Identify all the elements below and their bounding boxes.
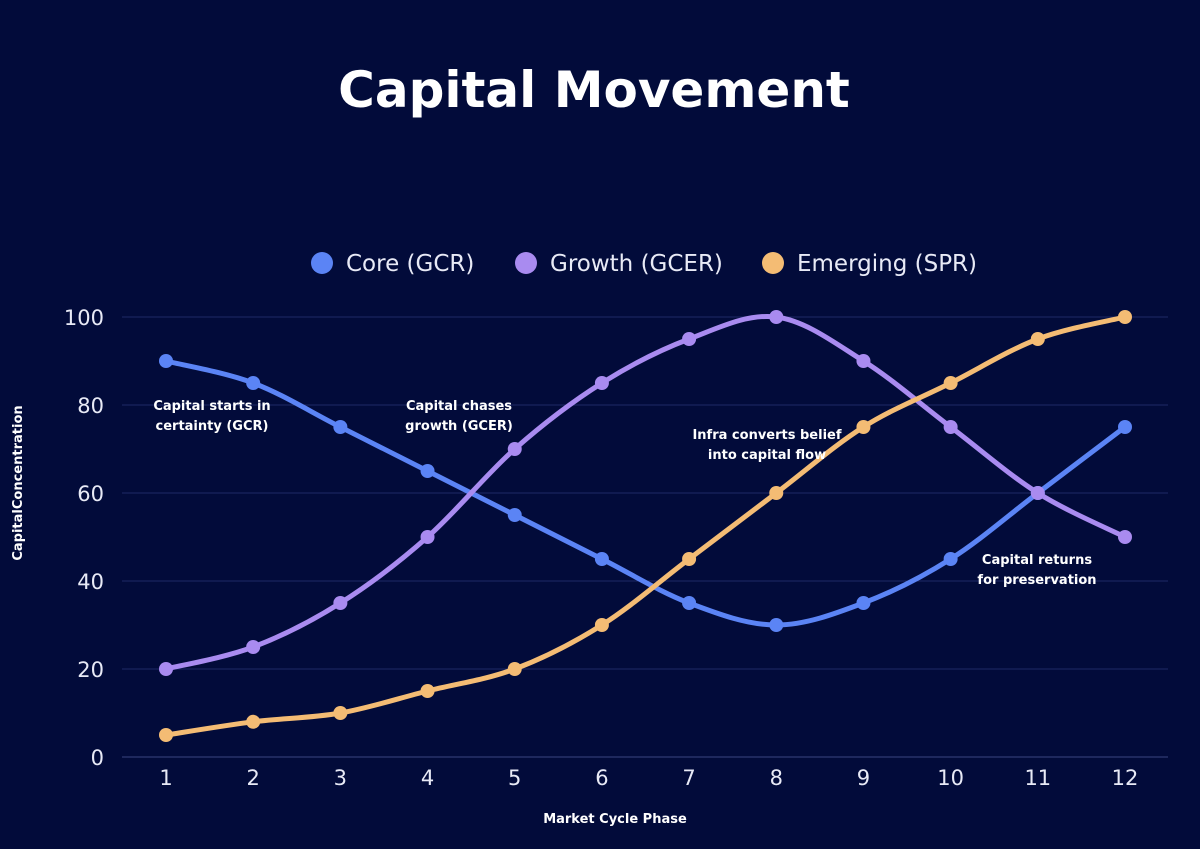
series-line-2 xyxy=(163,314,1128,738)
x-tick-label: 10 xyxy=(937,766,964,790)
data-point xyxy=(420,684,435,698)
data-point xyxy=(682,332,697,346)
y-tick-label: 40 xyxy=(77,570,104,594)
data-point xyxy=(943,376,958,390)
legend-marker xyxy=(762,252,784,274)
y-tick-label: 20 xyxy=(77,658,104,682)
y-tick-label: 80 xyxy=(77,394,104,418)
data-point xyxy=(1118,530,1132,544)
x-tick-label: 5 xyxy=(508,766,521,790)
y-tick-label: 0 xyxy=(91,746,104,770)
annotation: Capital chases growth (GCER) xyxy=(405,399,513,434)
data-point xyxy=(420,464,435,478)
data-point xyxy=(420,530,435,544)
legend-label: Growth (GCER) xyxy=(550,251,723,277)
x-tick-label: 6 xyxy=(595,766,608,790)
data-point xyxy=(246,714,261,729)
legend-item: Core (GCR) xyxy=(311,251,474,277)
x-tick-label: 11 xyxy=(1024,766,1051,790)
data-point xyxy=(333,706,348,720)
grid xyxy=(122,316,1168,758)
chart-title: Capital Movement xyxy=(338,61,850,119)
data-point xyxy=(246,640,261,654)
data-point xyxy=(594,618,609,632)
data-point xyxy=(594,376,609,390)
data-point xyxy=(682,596,697,610)
x-tick-label: 3 xyxy=(334,766,347,790)
legend-label: Emerging (SPR) xyxy=(797,251,977,277)
annotations: Capital starts in certainty (GCR) Capital … xyxy=(153,399,1096,588)
x-tick-label: 4 xyxy=(421,766,434,790)
data-point xyxy=(1030,332,1045,346)
data-point xyxy=(769,486,784,500)
series-lines xyxy=(163,313,1128,738)
x-tick-label: 1 xyxy=(159,766,172,790)
data-point xyxy=(159,728,173,742)
data-point xyxy=(507,662,522,676)
series-points xyxy=(159,310,1132,742)
data-point xyxy=(856,420,871,434)
x-axis-ticks: 1 2 3 4 5 6 7 8 9 10 11 12 xyxy=(159,766,1138,790)
legend-label: Core (GCR) xyxy=(346,251,474,277)
legend: Core (GCR) Growth (GCER) Emerging (SPR) xyxy=(311,251,977,277)
data-point xyxy=(1030,486,1045,500)
x-tick-label: 9 xyxy=(857,766,870,790)
x-tick-label: 8 xyxy=(770,766,783,790)
data-point xyxy=(507,508,522,522)
data-point xyxy=(333,596,348,610)
y-axis-title: CapitalConcentration xyxy=(11,405,26,560)
data-point xyxy=(943,552,958,566)
y-tick-label: 60 xyxy=(77,482,104,506)
data-point xyxy=(1118,420,1132,434)
data-point xyxy=(856,596,871,610)
x-tick-label: 2 xyxy=(246,766,259,790)
annotation: Capital returns for preservation xyxy=(977,553,1096,588)
data-point xyxy=(682,552,697,566)
legend-marker xyxy=(311,252,333,274)
x-tick-label: 7 xyxy=(682,766,695,790)
data-point xyxy=(507,442,522,456)
legend-marker xyxy=(515,252,537,274)
data-point xyxy=(856,354,871,368)
x-axis-title: Market Cycle Phase xyxy=(543,812,687,827)
data-point xyxy=(333,420,348,434)
x-tick-label: 12 xyxy=(1112,766,1139,790)
y-tick-label: 100 xyxy=(64,306,104,330)
annotation: Capital starts in certainty (GCR) xyxy=(153,399,270,434)
data-point xyxy=(246,376,261,390)
annotation: Infra converts belief into capital flow xyxy=(692,428,841,463)
y-axis-ticks: 0 20 40 60 80 100 xyxy=(64,306,104,770)
legend-item: Growth (GCER) xyxy=(515,251,723,277)
data-point xyxy=(769,618,784,632)
data-point xyxy=(159,354,173,368)
legend-item: Emerging (SPR) xyxy=(762,251,977,277)
data-point xyxy=(594,552,609,566)
data-point xyxy=(1118,310,1132,324)
data-point xyxy=(769,310,784,324)
data-point xyxy=(159,662,173,676)
data-point xyxy=(943,420,958,434)
